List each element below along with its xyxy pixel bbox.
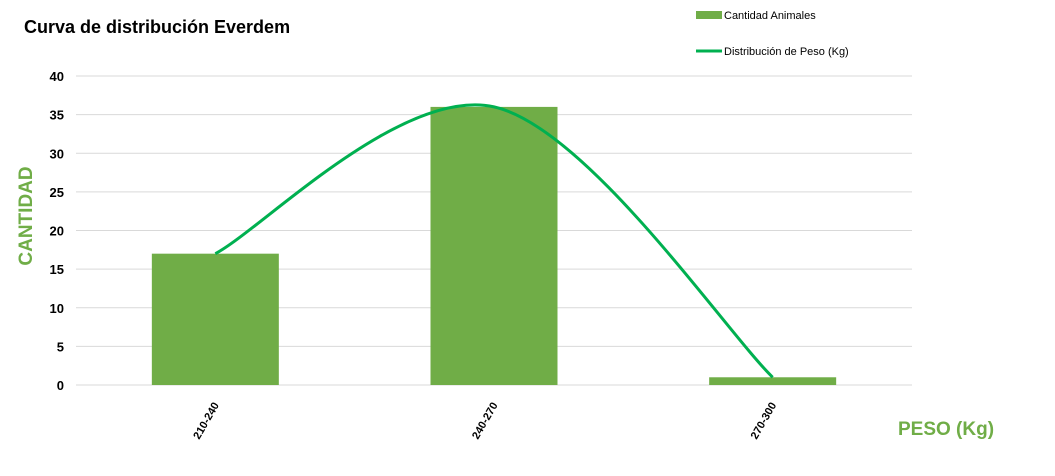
y-tick-label: 40 [50, 69, 64, 84]
x-axis-ticks: 210-240 240-270 270-300 [191, 401, 779, 442]
y-tick-label: 35 [50, 108, 64, 123]
y-tick-label: 0 [57, 378, 64, 393]
y-tick-label: 15 [50, 262, 64, 277]
legend-swatch-bar [696, 11, 722, 19]
bar [430, 106, 558, 386]
y-axis-ticks: 0 5 10 15 20 25 30 35 40 [50, 69, 64, 393]
x-tick-label: 270-300 [749, 401, 780, 442]
series-line-distribucion [214, 103, 774, 379]
bar [709, 377, 837, 385]
chart-title: Curva de distribución Everdem [24, 17, 290, 37]
x-tick-label: 240-270 [470, 401, 501, 442]
legend-label-line: Distribución de Peso (Kg) [724, 46, 849, 58]
legend-label-bar: Cantidad Animales [724, 10, 816, 22]
y-tick-label: 25 [50, 185, 64, 200]
y-tick-label: 5 [57, 339, 64, 354]
y-axis-label: CANTIDAD [16, 166, 37, 265]
y-tick-label: 10 [50, 301, 64, 316]
x-tick-label: 210-240 [191, 401, 222, 442]
y-tick-label: 30 [50, 146, 64, 161]
x-axis-label: PESO (Kg) [898, 419, 994, 440]
bar [151, 253, 279, 385]
legend: Cantidad Animales Distribución de Peso (… [696, 10, 849, 58]
bars [151, 106, 837, 386]
y-tick-label: 20 [50, 224, 64, 239]
